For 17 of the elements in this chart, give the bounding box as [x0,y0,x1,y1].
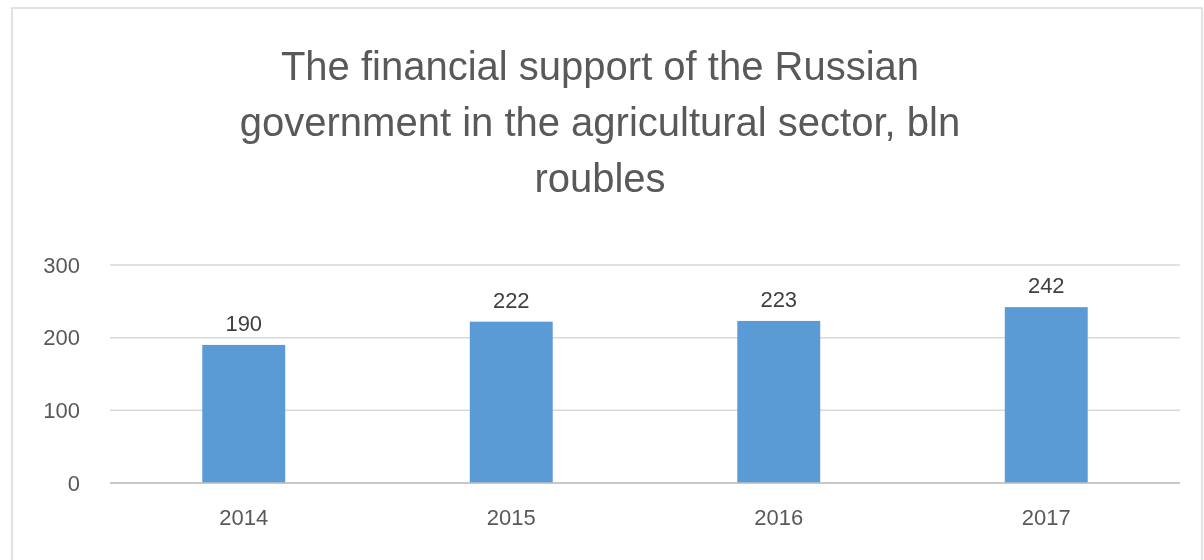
chart-title: The financial support of the Russian government in the agricultural sector, bln roubles [239,44,961,200]
y-tick-label: 100 [43,398,80,424]
x-tick-label: 2016 [754,505,804,530]
bar [202,344,286,483]
data-label: 222 [492,287,530,313]
data-label: 190 [225,310,263,336]
bar [469,321,553,483]
y-tick-label: 300 [43,252,80,278]
y-tick-label: 0 [67,470,80,496]
x-tick-label: 2017 [1021,505,1071,530]
x-tick-label: 2015 [486,505,536,530]
x-tick-label: 2014 [219,505,269,530]
bar [737,320,821,483]
y-tick-label: 200 [43,325,80,351]
data-label: 223 [760,286,798,312]
data-label: 242 [1027,273,1065,299]
bar [1004,307,1088,483]
